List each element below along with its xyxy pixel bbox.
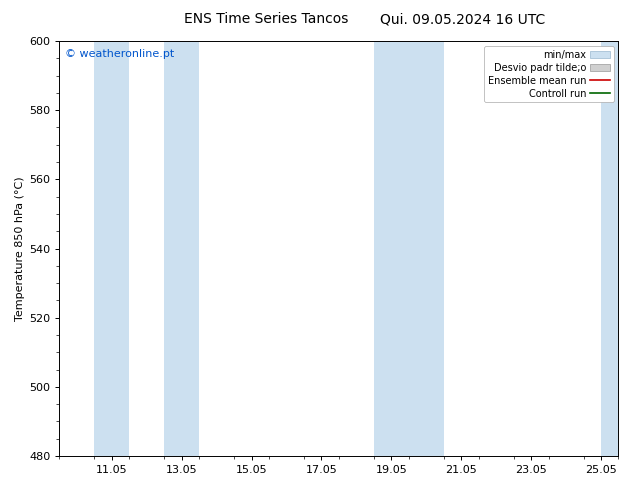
Legend: min/max, Desvio padr tilde;o, Ensemble mean run, Controll run: min/max, Desvio padr tilde;o, Ensemble m…	[484, 46, 614, 102]
Y-axis label: Temperature 850 hPa (°C): Temperature 850 hPa (°C)	[15, 176, 25, 321]
Bar	[374, 41, 409, 456]
Bar	[601, 41, 619, 456]
Bar	[164, 41, 199, 456]
Text: Qui. 09.05.2024 16 UTC: Qui. 09.05.2024 16 UTC	[380, 12, 545, 26]
Bar	[94, 41, 129, 456]
Bar	[409, 41, 444, 456]
Text: ENS Time Series Tancos: ENS Time Series Tancos	[184, 12, 349, 26]
Text: © weatheronline.pt: © weatheronline.pt	[65, 49, 174, 59]
